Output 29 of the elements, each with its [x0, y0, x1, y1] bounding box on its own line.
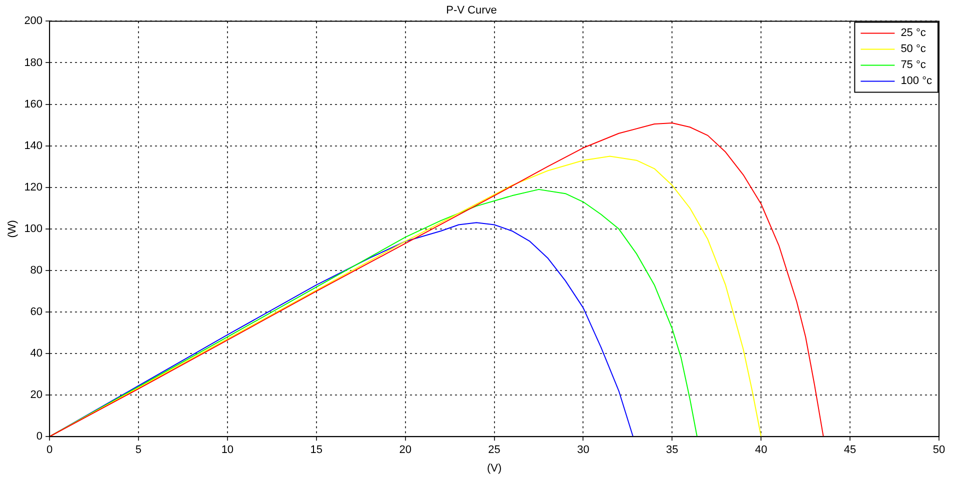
y-tick-label: 100	[24, 222, 43, 235]
y-tick-label: 40	[30, 348, 43, 360]
y-tick-label: 200	[24, 15, 43, 28]
legend-label: 25 °c	[900, 27, 926, 40]
y-tick-label: 60	[30, 306, 43, 318]
y-tick-label: 160	[24, 98, 43, 110]
legend-label: 50 °c	[900, 43, 926, 56]
y-tick-label: 120	[24, 181, 43, 194]
x-tick-label: 25	[488, 444, 500, 456]
x-tick-label: 45	[844, 444, 856, 456]
y-tick-label: 20	[30, 389, 43, 402]
y-tick-label: 140	[24, 140, 43, 152]
x-tick-label: 0	[46, 444, 53, 456]
x-axis-title: (V)	[486, 462, 502, 474]
x-tick-label: 15	[310, 444, 323, 456]
legend-label: 100 °c	[900, 75, 932, 88]
legend-label: 75 °c	[900, 59, 926, 72]
chart-title: P-V Curve	[446, 4, 497, 17]
y-tick-label: 0	[36, 430, 43, 443]
x-tick-label: 30	[577, 444, 590, 456]
y-tick-label: 80	[30, 264, 43, 276]
x-tick-label: 35	[666, 444, 678, 456]
y-tick-label: 180	[24, 56, 43, 69]
x-tick-label: 5	[135, 444, 142, 456]
x-tick-label: 20	[399, 444, 412, 456]
x-tick-label: 50	[932, 444, 946, 456]
y-axis-title: (W)	[6, 220, 19, 238]
x-tick-label: 40	[754, 444, 768, 456]
x-tick-label: 10	[221, 444, 234, 456]
